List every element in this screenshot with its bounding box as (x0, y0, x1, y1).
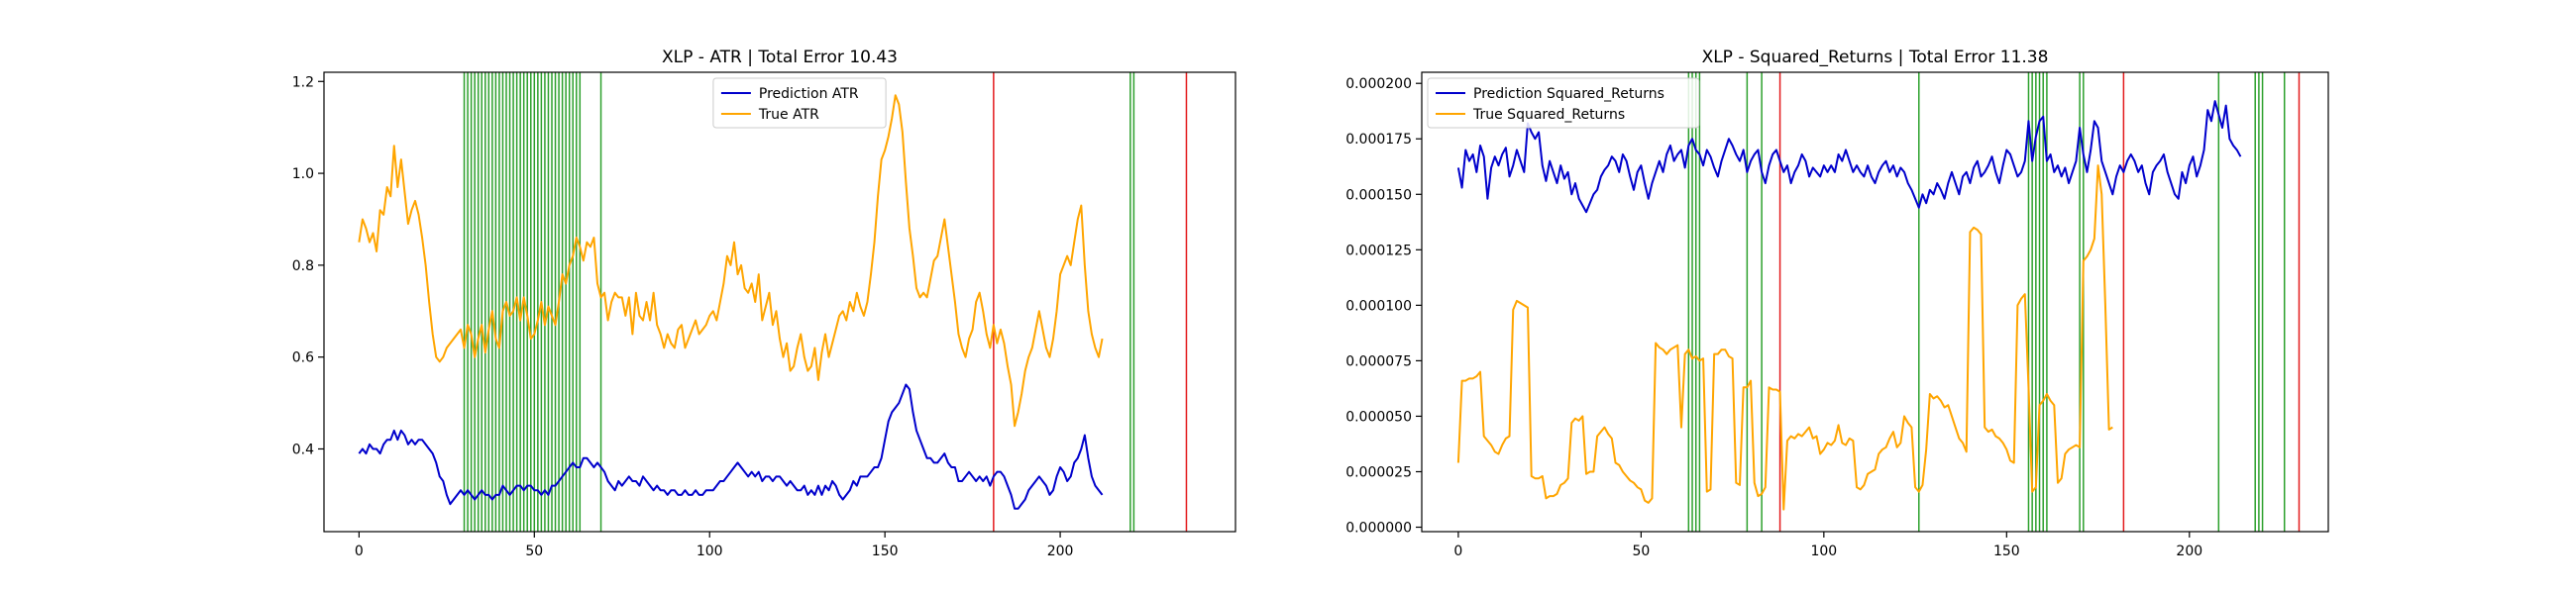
chart-title: XLP - Squared_Returns | Total Error 11.3… (1702, 48, 2049, 67)
x-axis-ticks: 0 50 100 150 200 (355, 532, 1074, 559)
x-tick-label: 200 (1047, 544, 1074, 559)
chart-atr: XLP - ATR | Total Error 10.43 0 50 100 150 2… (292, 48, 1236, 559)
y-tick-label: 0.000125 (1345, 243, 1412, 258)
series-group (358, 94, 1104, 510)
legend-label-true: True ATR (758, 107, 819, 123)
y-axis-ticks: 0.4 0.6 0.8 1.0 1.2 (292, 74, 324, 457)
y-tick-label: 0.000000 (1345, 521, 1412, 537)
y-axis-ticks: 0.000000 0.000025 0.000050 0.000075 0.000100… (1345, 76, 1422, 537)
y-tick-label: 1.2 (292, 74, 314, 90)
x-tick-label: 200 (2176, 544, 2202, 559)
y-tick-label: 0.000150 (1345, 187, 1412, 203)
legend: Prediction ATR True ATR (712, 77, 887, 129)
series-line-1 (358, 94, 1104, 428)
chart-title: XLP - ATR | Total Error 10.43 (662, 48, 898, 67)
y-tick-label: 0.000175 (1345, 132, 1412, 148)
x-tick-label: 0 (355, 544, 364, 559)
x-tick-label: 100 (1810, 544, 1837, 559)
series-line-1 (1456, 164, 2113, 511)
series-line-0 (1456, 100, 2242, 214)
x-tick-label: 150 (872, 544, 899, 559)
y-tick-label: 0.6 (292, 350, 314, 366)
x-tick-label: 0 (1453, 544, 1462, 559)
y-tick-label: 0.000025 (1345, 464, 1412, 480)
x-tick-label: 50 (525, 544, 543, 559)
legend-box (1427, 77, 1700, 129)
plot-frame (323, 71, 1236, 533)
series-group (1456, 100, 2242, 511)
legend: Prediction Squared_Returns True Squared_… (1427, 77, 1700, 129)
x-tick-label: 50 (1632, 544, 1650, 559)
y-tick-label: 0.4 (292, 442, 314, 457)
chart-squared-returns: XLP - Squared_Returns | Total Error 11.3… (1345, 48, 2329, 559)
legend-box (712, 77, 887, 129)
signal-lines (463, 72, 1188, 532)
plot-frame (1421, 71, 2329, 533)
legend-label-true: True Squared_Returns (1472, 107, 1625, 123)
legend-label-prediction: Prediction ATR (759, 86, 859, 102)
y-tick-label: 0.000050 (1345, 409, 1412, 425)
x-tick-label: 100 (697, 544, 723, 559)
y-tick-label: 0.000100 (1345, 298, 1412, 314)
y-tick-label: 0.000200 (1345, 76, 1412, 92)
legend-label-prediction: Prediction Squared_Returns (1473, 86, 1664, 102)
y-tick-label: 1.0 (292, 166, 314, 182)
y-tick-label: 0.000075 (1345, 353, 1412, 369)
x-tick-label: 150 (1993, 544, 2020, 559)
x-axis-ticks: 0 50 100 150 200 (1453, 532, 2202, 559)
y-tick-label: 0.8 (292, 258, 314, 274)
series-line-0 (358, 383, 1104, 510)
